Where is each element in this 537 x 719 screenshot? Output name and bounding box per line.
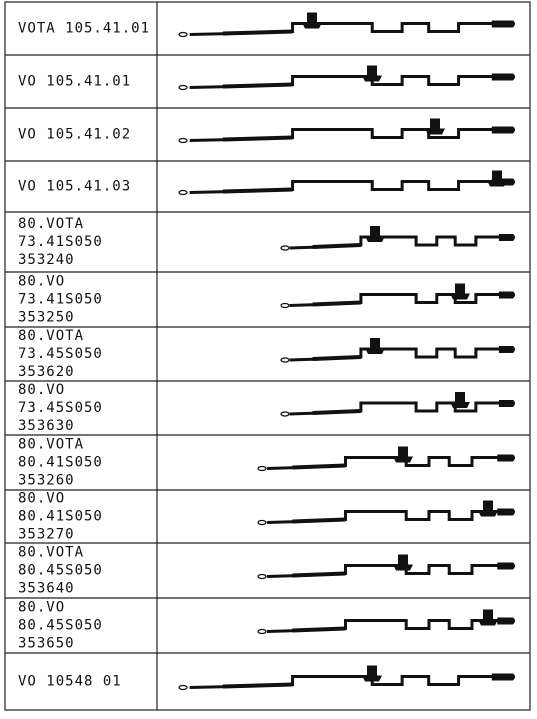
needle-butt bbox=[483, 500, 493, 515]
needle-shank bbox=[312, 409, 361, 415]
row-label: VO 10548 01 bbox=[18, 674, 122, 690]
needle-tail bbox=[497, 454, 515, 462]
row-label: VO 105.41.03 bbox=[18, 179, 131, 195]
needle-tail bbox=[497, 508, 515, 516]
row-label: 80.VO bbox=[18, 600, 65, 616]
needle-butt bbox=[492, 170, 502, 185]
needle-tail bbox=[497, 562, 515, 570]
needle-shank bbox=[312, 355, 361, 361]
row-label: 73.41S050 bbox=[18, 292, 103, 308]
needle-butt bbox=[455, 392, 465, 406]
needle-shank bbox=[292, 571, 346, 578]
row-label: 353650 bbox=[18, 636, 75, 652]
needle-hook bbox=[178, 189, 188, 196]
row-label: 80.VO bbox=[18, 274, 65, 290]
butt-base bbox=[450, 293, 470, 300]
needle-shank bbox=[292, 626, 346, 633]
butt-base bbox=[478, 619, 498, 626]
needle-hook bbox=[257, 573, 267, 580]
row-label: 73.45S050 bbox=[18, 400, 103, 416]
needle-shank bbox=[222, 682, 293, 689]
row-label: 80.45S050 bbox=[18, 618, 103, 634]
needle-butt bbox=[370, 338, 380, 352]
needle-butt bbox=[307, 12, 317, 27]
row-label: VO 105.41.02 bbox=[18, 127, 131, 143]
needle-butt bbox=[398, 554, 408, 569]
row-label: 73.45S050 bbox=[18, 346, 103, 362]
needle-hook bbox=[257, 628, 267, 635]
needle-hook bbox=[257, 465, 267, 472]
butt-base bbox=[487, 180, 507, 187]
needle-hook bbox=[178, 137, 188, 144]
needle-butt bbox=[370, 226, 380, 240]
row-label: 80.VOTA bbox=[18, 545, 84, 561]
row-label: VO 105.41.01 bbox=[18, 74, 131, 90]
row-label: 353240 bbox=[18, 252, 75, 268]
butt-base bbox=[393, 564, 413, 571]
butt-base bbox=[365, 236, 385, 242]
needle-tail bbox=[498, 234, 515, 241]
butt-base bbox=[478, 510, 498, 517]
needle-hook bbox=[280, 411, 290, 417]
needle-butt bbox=[367, 65, 377, 80]
needle-butt bbox=[483, 609, 493, 624]
row-label: 353250 bbox=[18, 310, 75, 326]
needle-hook bbox=[178, 684, 188, 691]
needle-tail bbox=[491, 20, 515, 28]
row-label: 80.45S050 bbox=[18, 563, 103, 579]
needle-shank bbox=[312, 300, 361, 307]
row-label: 353620 bbox=[18, 364, 75, 380]
butt-base bbox=[362, 675, 382, 682]
needle-hook bbox=[178, 84, 188, 91]
needle-tail bbox=[491, 673, 515, 681]
needle-tail bbox=[498, 291, 515, 299]
needle-shank bbox=[292, 463, 346, 470]
row-label: 73.41S050 bbox=[18, 234, 103, 250]
needle-shank bbox=[312, 243, 361, 249]
row-label: VOTA 105.41.01 bbox=[18, 21, 150, 37]
needle-butt bbox=[398, 446, 408, 461]
needle-tail bbox=[491, 126, 515, 134]
needle-shank bbox=[222, 135, 293, 142]
row-label: 353640 bbox=[18, 581, 75, 597]
needle-tail bbox=[497, 617, 515, 625]
row-label: 353260 bbox=[18, 473, 75, 489]
needle-butt bbox=[430, 118, 440, 133]
needle-hook bbox=[280, 302, 290, 309]
needle-butt bbox=[367, 665, 377, 680]
butt-base bbox=[362, 75, 382, 82]
butt-base bbox=[302, 22, 322, 29]
needle-shank bbox=[222, 29, 293, 36]
needle-hook bbox=[280, 357, 290, 363]
needle-hook bbox=[280, 245, 290, 251]
needle-shank bbox=[292, 517, 346, 524]
needle-tail bbox=[498, 400, 515, 407]
needle-hook bbox=[178, 31, 188, 38]
needle-tail bbox=[491, 73, 515, 81]
needle-hook bbox=[257, 519, 267, 526]
needle-shank bbox=[222, 187, 293, 194]
butt-base bbox=[425, 128, 445, 135]
row-label: 353630 bbox=[18, 418, 75, 434]
butt-base bbox=[365, 348, 385, 354]
table-border bbox=[4, 1, 531, 711]
row-label: 80.41S050 bbox=[18, 509, 103, 525]
row-label: 80.VO bbox=[18, 491, 65, 507]
butt-base bbox=[450, 402, 470, 408]
butt-base bbox=[393, 456, 413, 463]
row-label: 80.VOTA bbox=[18, 216, 84, 232]
needle-shank bbox=[222, 82, 293, 89]
row-label: 80.VOTA bbox=[18, 437, 84, 453]
row-label: 80.VO bbox=[18, 382, 65, 398]
row-label: 80.41S050 bbox=[18, 455, 103, 471]
row-label: 353270 bbox=[18, 527, 75, 543]
row-label: 80.VOTA bbox=[18, 328, 84, 344]
needle-tail bbox=[498, 346, 515, 353]
needle-butt bbox=[455, 283, 465, 298]
